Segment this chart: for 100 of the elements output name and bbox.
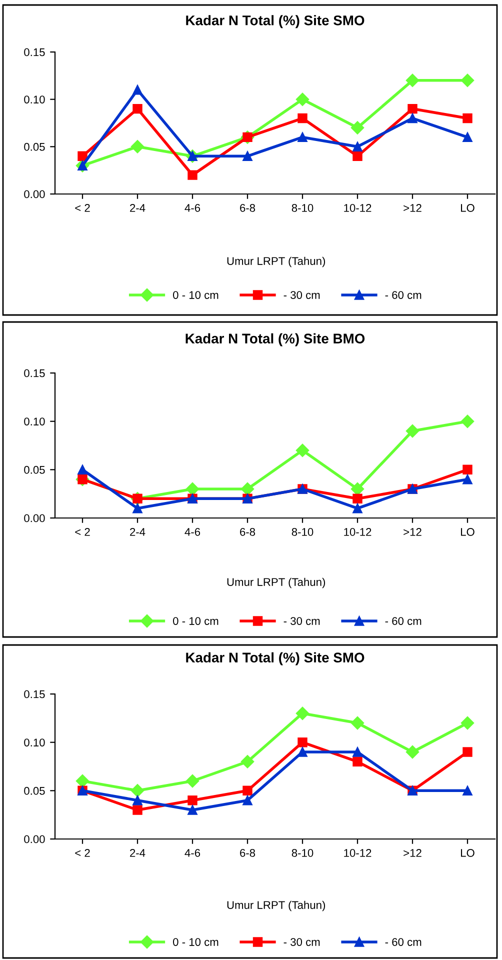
point [240, 482, 254, 496]
x-tick-label: >12 [404, 849, 422, 857]
y-tick-label: 0.10 [24, 738, 45, 746]
chart-title: Kadar N Total (%) Site SMO [186, 652, 364, 666]
point [132, 795, 142, 806]
legend-label: - 30 cm [284, 617, 320, 625]
point [460, 74, 474, 87]
point [242, 795, 252, 806]
x-tick-label: 10-12 [344, 528, 372, 536]
x-tick-label: 8-10 [292, 849, 314, 857]
x-tick-label: < 2 [75, 528, 90, 536]
x-tick-label: LO [461, 204, 474, 212]
x-tick-label: < 2 [75, 204, 90, 212]
point [352, 747, 362, 757]
point [350, 482, 364, 496]
x-tick-label: LO [461, 528, 474, 536]
point [130, 140, 144, 154]
point [462, 132, 472, 142]
legend-label: - 60 cm [385, 617, 422, 625]
x-tick-label: 4-6 [184, 528, 200, 536]
y-tick-label: 0.05 [24, 142, 45, 151]
y-tick-label: 0.15 [24, 690, 45, 698]
point [460, 716, 474, 730]
point [188, 170, 198, 180]
point [352, 756, 362, 767]
point [406, 424, 420, 438]
point [296, 706, 310, 720]
point [132, 104, 142, 114]
x-axis-title: Umur LRPT (Tahun) [227, 578, 326, 588]
point [188, 795, 198, 806]
legend-label: 0 - 10 cm [173, 938, 218, 946]
point [242, 786, 252, 796]
y-tick-label: 0.00 [24, 835, 45, 844]
point [130, 784, 144, 798]
point [352, 503, 362, 514]
point [462, 474, 472, 484]
x-axis-title: Umur LRPT (Tahun) [227, 900, 326, 912]
point [298, 132, 308, 142]
legend-label: 0 - 10 cm [173, 617, 218, 625]
legend-label: 0 - 10 cm [173, 291, 218, 299]
y-tick-label: 0.00 [24, 190, 45, 198]
point [78, 151, 88, 161]
y-tick-label: 0.05 [24, 466, 45, 474]
point [298, 747, 308, 757]
y-tick-label: 0.05 [24, 786, 45, 795]
x-tick-label: 6-8 [240, 528, 256, 536]
point [298, 113, 308, 124]
x-tick-label: 2-4 [130, 528, 146, 536]
point [132, 805, 142, 815]
x-tick-label: 2-4 [130, 849, 146, 857]
point [352, 494, 362, 504]
x-axis-title: Umur LRPT (Tahun) [227, 256, 326, 268]
point [352, 142, 362, 152]
y-tick-label: 0.15 [24, 369, 45, 378]
legend-label: - 60 cm [385, 938, 422, 946]
chart-title: Kadar N Total (%) Site SMO [186, 15, 364, 28]
legend-label: - 60 cm [385, 291, 422, 299]
point [240, 755, 254, 768]
chart-title: Kadar N Total (%) Site BMO [186, 333, 365, 346]
x-tick-label: 10-12 [344, 204, 372, 212]
point [406, 74, 420, 87]
point [78, 464, 88, 475]
point [460, 414, 474, 428]
point [350, 121, 364, 134]
point [242, 151, 252, 161]
x-tick-label: 6-8 [240, 204, 256, 212]
point [296, 444, 310, 457]
x-tick-label: 10-12 [344, 849, 372, 857]
point [188, 805, 198, 815]
x-tick-label: < 2 [75, 849, 90, 857]
point [132, 85, 142, 95]
point [408, 113, 418, 124]
point [462, 747, 472, 757]
point [296, 92, 310, 106]
y-tick-label: 0.15 [24, 48, 45, 56]
point [352, 151, 362, 161]
y-tick-label: 0.00 [24, 514, 45, 522]
x-tick-label: >12 [404, 528, 422, 536]
legend-label: - 30 cm [284, 291, 320, 299]
x-tick-label: 8-10 [292, 528, 314, 536]
y-tick-label: 0.10 [24, 418, 45, 426]
x-tick-label: 8-10 [292, 204, 314, 212]
point [406, 745, 420, 759]
legend-label: - 30 cm [284, 938, 320, 946]
point [350, 716, 364, 730]
point [132, 503, 142, 514]
point [186, 774, 200, 788]
point [462, 464, 472, 475]
x-tick-label: 4-6 [184, 849, 200, 857]
y-tick-label: 0.10 [24, 96, 45, 104]
point [76, 774, 90, 788]
point [462, 113, 472, 124]
x-tick-label: >12 [404, 204, 422, 212]
x-tick-label: LO [461, 849, 474, 857]
x-tick-label: 6-8 [240, 849, 256, 857]
x-tick-label: 4-6 [184, 204, 200, 212]
point [298, 737, 308, 748]
point [186, 482, 200, 496]
x-tick-label: 2-4 [130, 204, 146, 212]
point [462, 786, 472, 796]
